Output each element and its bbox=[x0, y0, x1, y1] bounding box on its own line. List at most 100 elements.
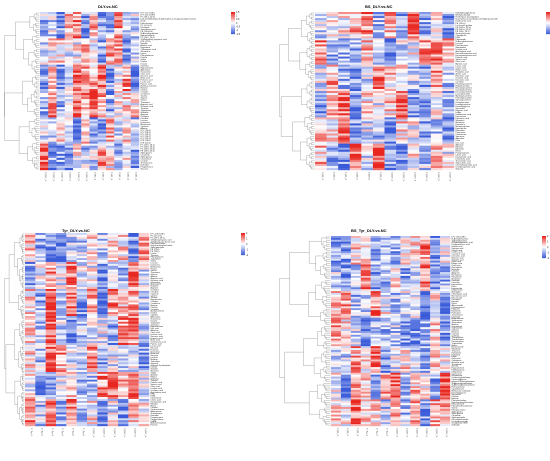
heatmap-cell bbox=[360, 285, 371, 288]
heatmap-cell bbox=[340, 241, 352, 244]
heatmap-cell bbox=[390, 249, 401, 252]
dendrogram-branch bbox=[22, 422, 25, 426]
heatmap-cell bbox=[384, 153, 397, 157]
heatmap-cell bbox=[64, 22, 74, 25]
heatmap-cell bbox=[138, 246, 150, 249]
heatmap-cell bbox=[410, 370, 421, 373]
row-label: Inosine bbox=[151, 320, 159, 322]
heatmap-cell bbox=[420, 325, 431, 328]
heatmap-cell bbox=[97, 329, 108, 332]
heatmap-cell bbox=[35, 273, 46, 276]
heatmap-cell bbox=[407, 38, 420, 41]
heatmap-cell bbox=[107, 368, 119, 371]
heatmap-cell bbox=[122, 70, 131, 73]
heatmap-cell bbox=[370, 386, 381, 389]
heatmap-cell bbox=[331, 275, 342, 278]
heatmap-cell bbox=[326, 127, 339, 130]
heatmap-cell bbox=[440, 359, 451, 362]
heatmap-cell bbox=[25, 385, 36, 388]
heatmap-cell bbox=[130, 28, 140, 31]
dendrogram-branch bbox=[36, 45, 40, 48]
row-label: Asparagine bbox=[151, 283, 162, 286]
heatmap-cell bbox=[430, 74, 443, 78]
heatmap-cell bbox=[107, 375, 119, 378]
heatmap-cell bbox=[410, 277, 421, 280]
heatmap-cell bbox=[442, 143, 455, 146]
heatmap-cell bbox=[128, 371, 139, 375]
heatmap-cell bbox=[48, 121, 57, 124]
heatmap-cell bbox=[138, 371, 150, 375]
heatmap-cell bbox=[122, 72, 131, 75]
heatmap-cell bbox=[76, 329, 88, 332]
dendrogram-branch bbox=[22, 359, 25, 362]
heatmap-cell bbox=[76, 287, 88, 290]
row-label: Sarcosine bbox=[456, 107, 466, 110]
heatmap-cell bbox=[56, 244, 67, 247]
heatmap-cell bbox=[45, 410, 57, 413]
heatmap-cell bbox=[384, 56, 397, 59]
heatmap-cell bbox=[45, 371, 57, 375]
row-label: PC (18:1_22:6) bbox=[141, 17, 155, 19]
heatmap-cell bbox=[45, 271, 57, 274]
dendrogram-branch bbox=[310, 25, 315, 29]
heatmap-cell bbox=[48, 133, 57, 136]
heatmap-cell bbox=[442, 99, 455, 102]
row-label: Putrescine bbox=[456, 131, 467, 134]
heatmap-cell bbox=[48, 119, 57, 122]
row-label: N-(2-amino-2-oxoethyl)-2-methylpropanami… bbox=[456, 18, 499, 21]
row-label: Ursodeoxycholic acid bbox=[456, 166, 476, 169]
heatmap-cell bbox=[106, 127, 115, 130]
heatmap-cell bbox=[48, 127, 57, 130]
heatmap-cell bbox=[128, 256, 139, 259]
heatmap-cell bbox=[114, 155, 123, 159]
heatmap-cell bbox=[73, 68, 82, 71]
heatmap-cell bbox=[430, 145, 443, 148]
heatmap-cell bbox=[349, 40, 362, 43]
heatmap-cell bbox=[396, 117, 408, 120]
heatmap-cell bbox=[73, 82, 82, 86]
heatmap-cell bbox=[419, 18, 432, 21]
heatmap-cell bbox=[48, 143, 57, 146]
heatmap-cell bbox=[407, 60, 420, 63]
heatmap-cell bbox=[64, 54, 74, 57]
heatmap-cell bbox=[430, 147, 443, 150]
heatmap-cell bbox=[338, 109, 350, 112]
heatmap-cell bbox=[118, 290, 129, 294]
heatmap-cell bbox=[87, 348, 98, 351]
heatmap-cell bbox=[45, 279, 57, 282]
heatmap-cell bbox=[35, 319, 46, 322]
heatmap-cell bbox=[419, 78, 432, 82]
heatmap-cell bbox=[340, 327, 352, 330]
heatmap-cell bbox=[25, 290, 36, 294]
dendrogram-branch bbox=[311, 27, 315, 30]
heatmap-cell bbox=[326, 40, 339, 43]
heatmap-cell bbox=[326, 135, 339, 138]
heatmap-cell bbox=[360, 310, 371, 313]
heatmap-cell bbox=[331, 372, 342, 375]
heatmap-cell bbox=[114, 135, 123, 138]
heatmap-cell bbox=[106, 86, 115, 90]
colorbar-segment bbox=[231, 32, 235, 34]
heatmap-cell bbox=[106, 147, 115, 150]
heatmap-cell bbox=[430, 113, 443, 116]
heatmap-cell bbox=[349, 46, 362, 49]
heatmap-cell bbox=[410, 294, 421, 297]
heatmap-cell bbox=[45, 393, 57, 396]
heatmap-cell bbox=[118, 298, 129, 301]
heatmap-cell bbox=[25, 287, 36, 290]
heatmap-cell bbox=[331, 312, 342, 315]
heatmap-cell bbox=[419, 82, 432, 86]
heatmap-cell bbox=[360, 380, 371, 383]
heatmap-cell bbox=[440, 410, 451, 413]
column-label: C_DLY_4 bbox=[69, 172, 71, 182]
heatmap-cell bbox=[97, 246, 108, 249]
heatmap-cell bbox=[442, 88, 455, 92]
heatmap-cell bbox=[420, 346, 431, 349]
heatmap-cell bbox=[430, 304, 441, 307]
heatmap-cell bbox=[35, 335, 46, 338]
heatmap-cell bbox=[440, 260, 451, 263]
heatmap-cell bbox=[442, 165, 455, 169]
heatmap-cell bbox=[360, 382, 371, 385]
heatmap-cell bbox=[410, 395, 421, 398]
heatmap-cell bbox=[419, 149, 432, 152]
